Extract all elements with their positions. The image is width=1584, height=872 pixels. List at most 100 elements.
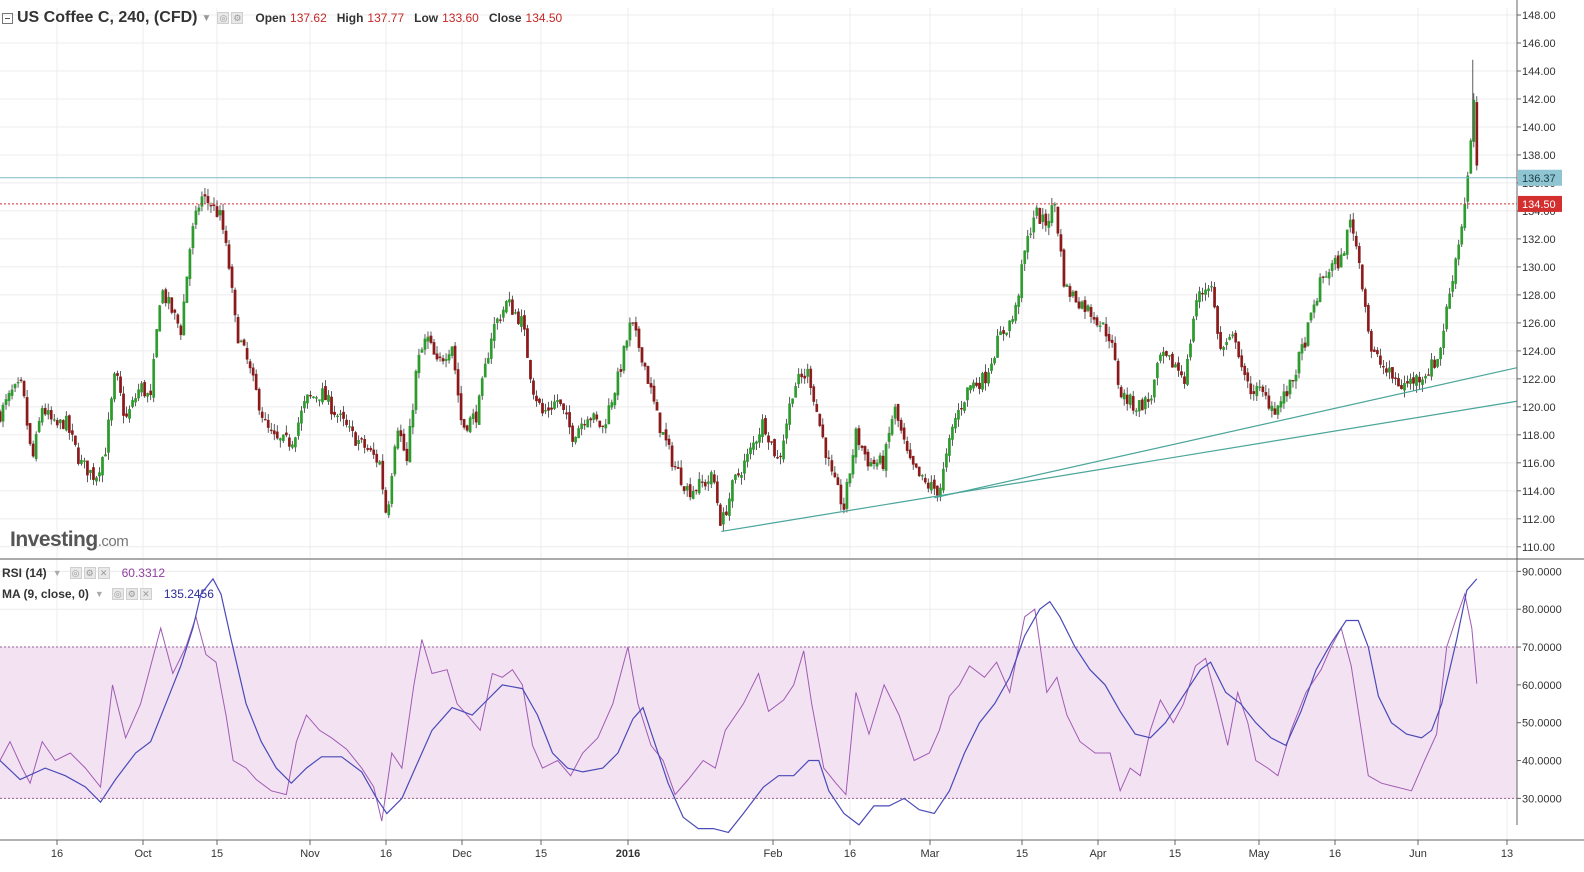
candle-body	[1231, 334, 1235, 337]
open-label: Open	[255, 11, 287, 25]
candle-body	[969, 385, 972, 391]
candle-body	[782, 440, 785, 460]
candle-body	[523, 315, 526, 330]
candle-body	[731, 480, 734, 502]
candle-body	[1047, 220, 1051, 228]
candle-body	[725, 511, 728, 516]
candle-body	[1372, 349, 1376, 352]
candle-body	[393, 446, 397, 475]
candle-body	[1297, 352, 1301, 374]
candle-body	[700, 481, 704, 483]
candle-body	[613, 393, 617, 406]
candle-body	[4, 399, 8, 405]
close-icon[interactable]: ✕	[97, 567, 110, 579]
candle-body	[152, 359, 156, 398]
time-tick-label: Nov	[300, 848, 320, 860]
close-value: 134.50	[525, 11, 563, 25]
candle-body	[134, 398, 137, 403]
settings-icon[interactable]: ⚙	[125, 588, 138, 600]
candle-body	[628, 322, 632, 341]
candle-body	[236, 316, 240, 344]
candle-body	[583, 424, 587, 426]
candle-body	[734, 474, 737, 480]
candle-body	[821, 424, 825, 438]
candle-body	[167, 296, 171, 304]
eye-icon[interactable]: ◎	[217, 12, 230, 24]
eye-icon[interactable]: ◎	[69, 567, 82, 579]
candle-body	[1204, 289, 1207, 295]
candle-body	[1137, 400, 1141, 412]
candle-body	[1014, 304, 1018, 321]
candle-body	[263, 418, 267, 421]
eye-icon[interactable]: ◎	[111, 588, 124, 600]
candle-body	[1062, 249, 1066, 287]
candle-body	[1068, 286, 1072, 297]
candle-body	[963, 402, 966, 411]
candle-body	[1122, 392, 1126, 400]
rsi-label[interactable]: RSI (14)	[2, 566, 47, 580]
ma-label[interactable]: MA (9, close, 0)	[2, 587, 89, 601]
candle-body	[1415, 375, 1418, 386]
candle-body	[104, 454, 107, 457]
candle-body	[1366, 304, 1370, 332]
settings-icon[interactable]: ⚙	[83, 567, 96, 579]
rsi-axis-ticks[interactable]: 30.0000 40.0000 50.0000 60.0000 70.0000 80.00…	[1517, 566, 1562, 805]
candle-body	[260, 411, 264, 418]
candle-body	[791, 398, 795, 404]
candle-body	[1445, 306, 1449, 330]
candle-body	[1439, 347, 1442, 360]
candle-body	[49, 410, 53, 420]
candle-body	[911, 456, 915, 465]
time-axis-ticks[interactable]: 16 Oct 15 Nov 16 Dec 15 2016 Feb 16 Mar 15 Apr 15 May 1…	[51, 840, 1513, 860]
candlestick-series	[0, 59, 1479, 531]
investing-logo: Investing.com	[10, 528, 129, 552]
collapse-icon[interactable]	[2, 12, 13, 24]
trendlines[interactable]	[721, 367, 1518, 533]
candle-body	[128, 409, 131, 419]
candle-body	[1159, 354, 1162, 361]
candle-body	[1258, 386, 1262, 388]
chevron-down-icon[interactable]: ▼	[94, 589, 104, 599]
symbol-title[interactable]: US Coffee C, 240, (CFD)	[17, 9, 198, 26]
candle-body	[942, 468, 945, 491]
candle-body	[284, 432, 288, 436]
candle-body	[767, 435, 770, 443]
candle-body	[92, 467, 95, 480]
candle-body	[1119, 387, 1123, 398]
candle-body	[1152, 379, 1156, 398]
chevron-down-icon[interactable]: ▼	[201, 12, 212, 24]
price-axis-ticks[interactable]: 110.00 112.00 114.00 116.00 118.00 120.00 122.…	[1517, 10, 1556, 554]
candle-body	[125, 413, 128, 417]
candle-body	[884, 444, 888, 471]
candle-body	[43, 407, 47, 415]
candle-body	[318, 399, 321, 401]
time-tick-label: Dec	[452, 848, 472, 860]
candle-body	[149, 390, 153, 396]
rsi-band-lines	[0, 646, 1517, 799]
price-tick-label: 110.00	[1522, 542, 1555, 554]
axes	[0, 0, 1584, 841]
candle-body	[191, 226, 195, 249]
candle-body	[1056, 206, 1060, 234]
candle-body	[568, 412, 571, 428]
candle-body	[1342, 253, 1346, 256]
candle-body	[1442, 330, 1446, 349]
candle-body	[113, 373, 116, 400]
candle-body	[1273, 408, 1277, 415]
candle-body	[794, 386, 798, 398]
candle-body	[16, 381, 20, 384]
candle-body	[860, 445, 864, 448]
candle-body	[607, 405, 611, 425]
candle-body	[1222, 347, 1225, 350]
open-value: 137.62	[290, 11, 327, 25]
candle-body	[1475, 102, 1479, 166]
candle-body	[1044, 213, 1048, 226]
chevron-down-icon[interactable]: ▼	[52, 568, 62, 578]
close-icon[interactable]: ✕	[139, 588, 152, 600]
settings-icon[interactable]: ⚙	[231, 12, 244, 24]
candle-body	[1050, 205, 1054, 224]
time-tick-label: Apr	[1089, 848, 1106, 860]
candle-body	[676, 467, 680, 469]
candle-body	[788, 403, 791, 425]
